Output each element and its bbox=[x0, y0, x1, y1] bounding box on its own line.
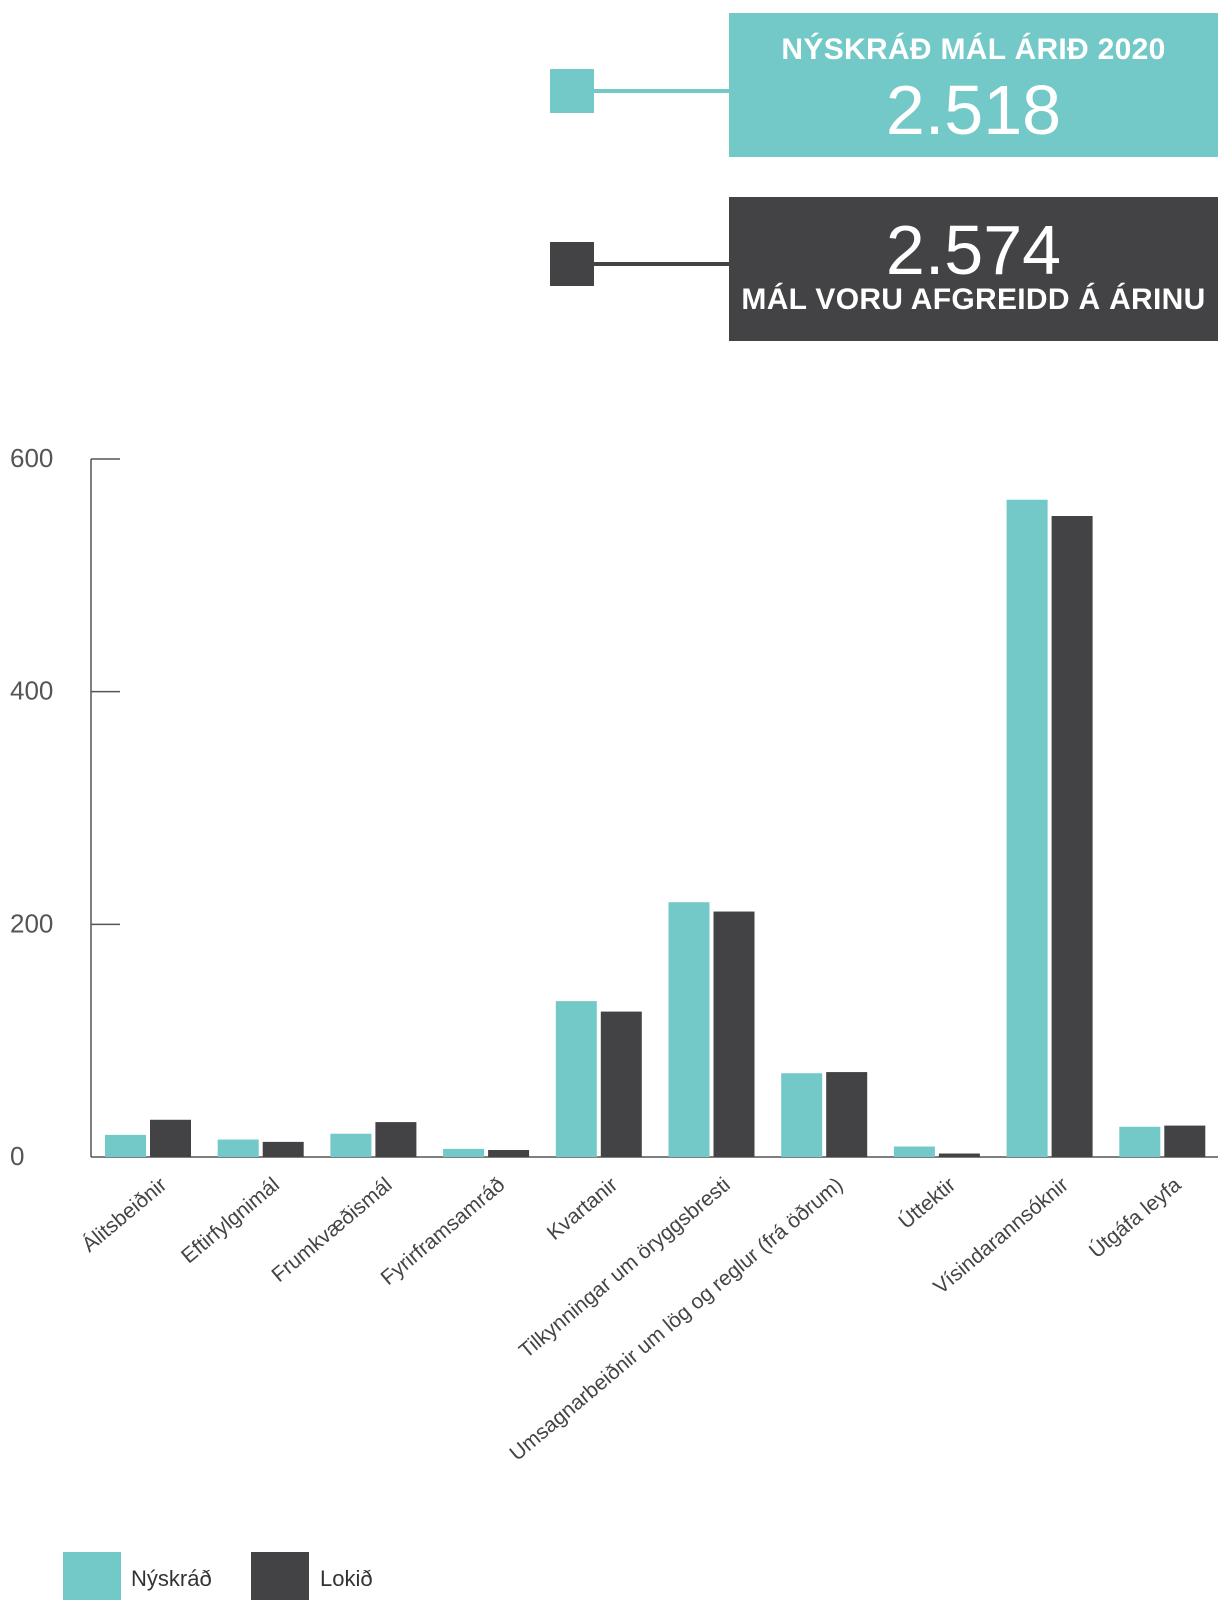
x-tick-label: Útgáfa leyfa bbox=[1085, 1173, 1186, 1263]
new-cases-connector bbox=[594, 89, 729, 93]
bar-new bbox=[217, 1139, 259, 1157]
new-cases-heading: NÝSKRÁÐ MÁL ÁRIÐ 2020 bbox=[781, 33, 1166, 66]
closed-cases-callout: 2.574 MÁL VORU AFGREIDD Á ÁRINU bbox=[729, 197, 1218, 341]
bar-closed bbox=[938, 1153, 980, 1157]
bar-chart: 0 200 400 600 Álitsbeiðnir EftirfylgnimálFrum… bbox=[10, 443, 1218, 1465]
bar-new bbox=[105, 1134, 146, 1157]
legend-swatch-new bbox=[63, 1552, 121, 1600]
legend-label-closed: Lokið bbox=[320, 1566, 373, 1591]
bar-closed bbox=[150, 1119, 191, 1157]
x-tick-label: Frumkvæðismál bbox=[267, 1173, 396, 1287]
y-tick-label: 600 bbox=[10, 443, 53, 473]
legend-swatch-closed bbox=[251, 1552, 309, 1600]
bar-closed bbox=[1051, 516, 1093, 1157]
x-tick-label: Kvartanir bbox=[543, 1173, 622, 1245]
bar-closed bbox=[826, 1072, 868, 1157]
bar-new bbox=[893, 1146, 935, 1157]
bar-new bbox=[443, 1148, 485, 1157]
bar-closed bbox=[1164, 1125, 1206, 1157]
closed-cases-value: 2.574 bbox=[885, 211, 1062, 289]
bar-new bbox=[330, 1133, 372, 1157]
bar-closed bbox=[262, 1141, 304, 1157]
closed-cases-heading: MÁL VORU AFGREIDD Á ÁRINU bbox=[741, 283, 1206, 316]
x-tick-label: Tilkynningar um öryggsbresti bbox=[515, 1173, 735, 1363]
y-tick-label: 0 bbox=[10, 1141, 24, 1171]
closed-cases-marker bbox=[550, 242, 594, 286]
y-tick-label: 400 bbox=[10, 676, 53, 706]
chart-legend: Nýskráð Lokið bbox=[0, 1552, 1218, 1600]
bar-new bbox=[1006, 499, 1048, 1157]
x-tick-label: Álitsbeiðnir bbox=[78, 1173, 171, 1257]
new-cases-value: 2.518 bbox=[885, 71, 1062, 149]
bar-closed bbox=[375, 1122, 417, 1157]
closed-cases-connector bbox=[594, 262, 729, 266]
new-cases-marker bbox=[550, 69, 594, 113]
bar-closed bbox=[488, 1150, 530, 1157]
legend-label-new: Nýskráð bbox=[131, 1566, 212, 1591]
x-tick-label: Eftirfylgnimál bbox=[177, 1173, 284, 1268]
bar-new bbox=[555, 1001, 597, 1157]
bar-closed bbox=[600, 1011, 642, 1157]
new-cases-callout: NÝSKRÁÐ MÁL ÁRIÐ 2020 2.518 bbox=[729, 13, 1218, 157]
bar-new bbox=[668, 902, 710, 1157]
bar-closed bbox=[713, 911, 755, 1157]
y-tick-label: 200 bbox=[10, 908, 53, 938]
x-tick-label: Úttektir bbox=[894, 1173, 960, 1233]
bar-new bbox=[1119, 1126, 1161, 1157]
bar-new bbox=[781, 1073, 823, 1157]
